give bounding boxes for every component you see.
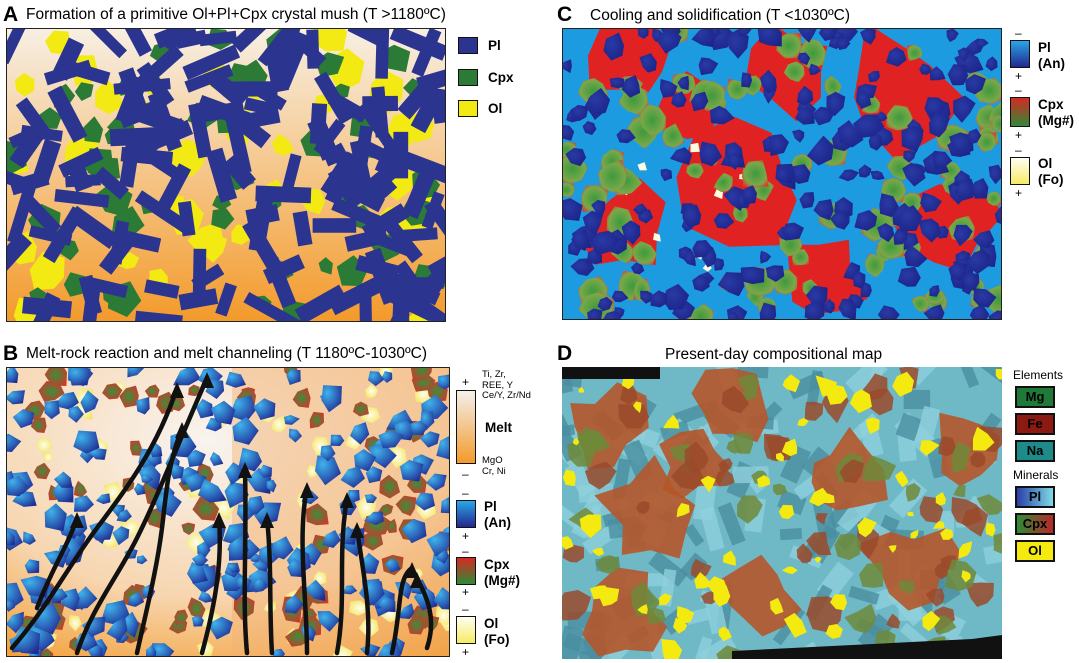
- legend-b-cpx-label: Cpx (Mg#): [484, 557, 520, 588]
- panel-c-image: [562, 28, 1002, 320]
- legend-d-ol-chip: Ol: [1015, 540, 1055, 562]
- legend-d-elements-heading: Elements: [1013, 368, 1064, 382]
- panel-b-title: Melt-rock reaction and melt channeling (…: [26, 345, 428, 362]
- panel-d-compositional-map: [562, 367, 1002, 659]
- legend-c-ol-label: Ol (Fo): [1038, 156, 1064, 187]
- panel-a-image: [6, 28, 446, 322]
- legend-b-cpx-minus: –: [462, 544, 469, 558]
- legend-b-pl-minus: –: [462, 486, 469, 500]
- legend-c-cpx-bar: [1010, 97, 1030, 127]
- panel-b-letter: B: [3, 342, 19, 365]
- legend-a-ol-swatch: [458, 100, 478, 117]
- panel-c-solidified-rock: [563, 29, 1001, 319]
- legend-b-melt-plus: +: [462, 375, 470, 389]
- legend-c-ol-bar: [1010, 157, 1030, 185]
- panel-a-crystal-mush: [7, 29, 445, 321]
- legend-c-pl-minus: –: [1015, 26, 1022, 40]
- panel-d-title: Present-day compositional map: [665, 346, 883, 363]
- legend-c-cpx-label: Cpx (Mg#): [1038, 97, 1074, 128]
- legend-b-ol-plus: +: [462, 645, 470, 659]
- panel-b-image: [6, 367, 450, 657]
- legend-b-pl-label: Pl (An): [484, 499, 511, 530]
- legend-b-pl-bar: [456, 500, 476, 528]
- panel-a-title: Formation of a primitive Ol+Pl+Cpx cryst…: [26, 6, 446, 23]
- legend-d-pl-chip: Pl: [1015, 486, 1055, 508]
- legend-c-pl-plus: +: [1015, 69, 1023, 83]
- legend-c-pl-bar: [1010, 40, 1030, 68]
- legend-c-ol-plus: +: [1015, 186, 1023, 200]
- legend-a-cpx-swatch: [458, 69, 478, 86]
- legend-d-minerals-heading: Minerals: [1013, 468, 1059, 482]
- legend-b-melt-label: Melt: [485, 420, 512, 435]
- panel-b-melt-channels: [7, 368, 449, 656]
- legend-d-mg-chip: Mg: [1015, 386, 1055, 408]
- panel-c-title: Cooling and solidification (T <1030ºC): [590, 7, 850, 24]
- panel-d-image: [562, 367, 1002, 659]
- legend-a-ol-label: Ol: [488, 101, 503, 116]
- legend-d-cpx-chip: Cpx: [1015, 513, 1055, 535]
- legend-b-cpx-plus: +: [462, 585, 470, 599]
- legend-c-cpx-plus: +: [1015, 128, 1023, 142]
- legend-b-melt-bar: [456, 390, 476, 464]
- panel-a-letter: A: [3, 3, 19, 26]
- legend-b-pl-plus: +: [462, 529, 470, 543]
- legend-b-ol-label: Ol (Fo): [484, 616, 510, 647]
- legend-b-cpx-bar: [456, 557, 476, 585]
- panel-c-letter: C: [557, 3, 573, 26]
- legend-b-melt-minus: –: [462, 467, 469, 481]
- panel-d-letter: D: [557, 342, 573, 365]
- legend-c-pl-label: Pl (An): [1038, 40, 1065, 71]
- legend-d-na-chip: Na: [1015, 440, 1055, 462]
- legend-b-melt-bottom: MgO Cr, Ni: [482, 455, 506, 477]
- legend-a-pl-label: Pl: [488, 38, 501, 53]
- legend-a-cpx-label: Cpx: [488, 70, 514, 85]
- legend-c-cpx-minus: –: [1015, 83, 1022, 97]
- legend-a-pl-swatch: [458, 37, 478, 54]
- legend-b-ol-minus: –: [462, 602, 469, 616]
- legend-b-melt-top: Ti, Zr, REE, Y Ce/Y, Zr/Nd: [482, 369, 531, 402]
- legend-b-ol-bar: [456, 616, 476, 644]
- legend-d-fe-chip: Fe: [1015, 413, 1055, 435]
- legend-c-ol-minus: –: [1015, 143, 1022, 157]
